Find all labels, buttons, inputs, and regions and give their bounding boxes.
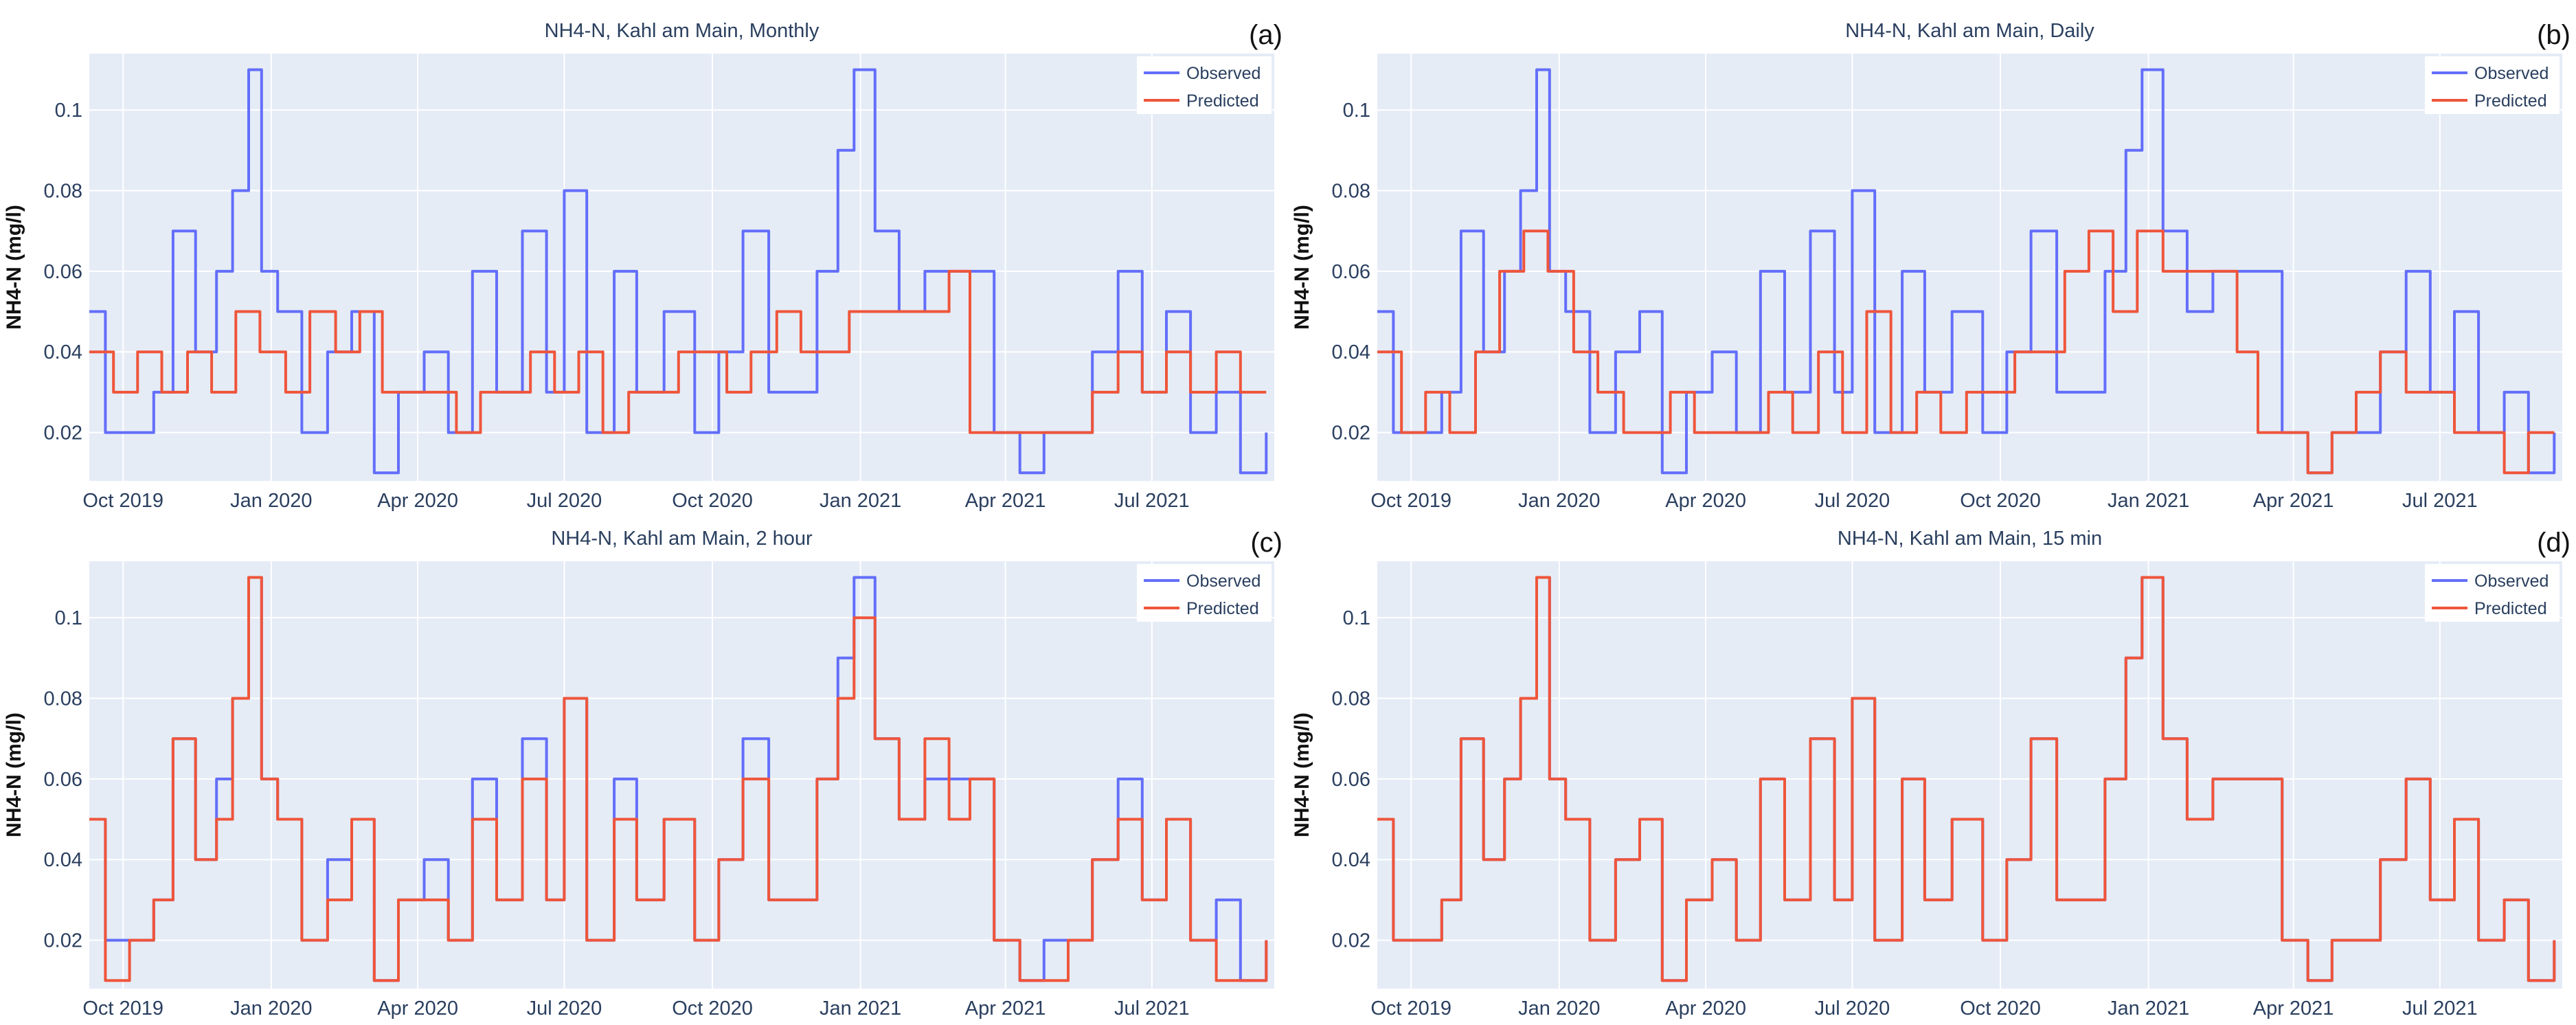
chart-panel: Oct 2019 Jan 2020 Apr 2020 Jul 2020 Oct 2020… (3, 528, 1283, 1020)
x-tick-label: Jan 2021 (820, 490, 901, 512)
x-tick-label: Oct 2020 (672, 998, 753, 1020)
x-tick-label: Oct 2019 (1370, 998, 1451, 1020)
y-tick-label: 0.1 (1343, 100, 1370, 122)
y-tick-label: 0.08 (1332, 688, 1370, 710)
x-tick-label: Jan 2021 (2108, 998, 2189, 1020)
chart-panel: Oct 2019 Jan 2020 Apr 2020 Jul 2020 Oct 2020… (3, 20, 1283, 512)
x-tick-label: Jul 2020 (527, 998, 602, 1020)
chart-panel: Oct 2019 Jan 2020 Apr 2020 Jul 2020 Oct 2020… (1291, 20, 2571, 512)
x-tick-label: Jan 2021 (820, 998, 901, 1020)
x-tick-label: Jul 2020 (527, 490, 602, 512)
x-tick-label: Oct 2019 (82, 490, 163, 512)
series-line-predicted (1377, 229, 2555, 475)
x-tick-label: Apr 2020 (1665, 490, 1746, 512)
panel-title: NH4-N, Kahl am Main, Monthly (545, 20, 820, 42)
y-axis-label: NH4-N (mg/l) (3, 205, 25, 330)
legend-box (1137, 564, 1272, 622)
y-tick-label: 0.04 (44, 849, 82, 871)
legend-label: Observed (2474, 572, 2549, 591)
y-tick-label: 0.08 (44, 181, 82, 203)
panel-label: (a) (1249, 20, 1283, 50)
x-tick-label: Jul 2021 (2402, 490, 2478, 512)
series-line-predicted (89, 269, 1267, 434)
legend-label: Observed (1186, 572, 1261, 591)
y-tick-label: 0.02 (44, 423, 82, 444)
plot-background (89, 561, 1274, 989)
legend-label: Predicted (2474, 91, 2547, 111)
x-tick-label: Jul 2021 (2402, 998, 2478, 1020)
legend-box (2425, 564, 2560, 622)
x-tick-label: Apr 2021 (2253, 998, 2334, 1020)
y-tick-label: 0.1 (55, 100, 82, 122)
x-tick-label: Apr 2020 (377, 998, 458, 1020)
x-tick-label: Jul 2021 (1114, 490, 1190, 512)
panel-label: (b) (2537, 20, 2571, 50)
plot-background (1377, 561, 2562, 989)
x-tick-label: Jan 2020 (230, 490, 312, 512)
y-tick-label: 0.02 (44, 930, 82, 952)
y-tick-label: 0.06 (44, 261, 82, 283)
y-tick-label: 0.1 (55, 607, 82, 629)
y-tick-label: 0.04 (44, 341, 82, 363)
panel-title: NH4-N, Kahl am Main, 15 min (1838, 528, 2102, 550)
legend-label: Predicted (1186, 599, 1259, 618)
panel-label: (d) (2537, 528, 2571, 558)
x-tick-label: Oct 2020 (1960, 998, 2041, 1020)
series-line-predicted (1377, 576, 2556, 982)
y-tick-label: 0.06 (1332, 769, 1370, 791)
x-tick-label: Jul 2020 (1815, 998, 1890, 1020)
plot-background (89, 54, 1274, 481)
legend-box (1137, 56, 1272, 114)
x-tick-label: Oct 2019 (82, 998, 163, 1020)
x-tick-label: Jan 2020 (230, 998, 312, 1020)
y-axis-label: NH4-N (mg/l) (3, 712, 25, 837)
x-tick-label: Apr 2020 (377, 490, 458, 512)
y-tick-label: 0.06 (1332, 261, 1370, 283)
panel-title: NH4-N, Kahl am Main, 2 hour (551, 528, 813, 550)
chart-panel: Oct 2019 Jan 2020 Apr 2020 Jul 2020 Oct 2020… (1291, 528, 2571, 1020)
x-tick-label: Jul 2021 (1114, 998, 1190, 1020)
series-line-predicted (89, 576, 1268, 982)
x-tick-label: Oct 2019 (1370, 490, 1451, 512)
x-tick-label: Jan 2020 (1518, 490, 1600, 512)
y-tick-label: 0.06 (44, 769, 82, 791)
plot-background (1377, 54, 2562, 481)
legend-box (2425, 56, 2560, 114)
panel-title: NH4-N, Kahl am Main, Daily (1845, 20, 2094, 42)
x-tick-label: Jan 2021 (2108, 490, 2189, 512)
y-axis-label: NH4-N (mg/l) (1291, 712, 1313, 837)
x-tick-label: Oct 2020 (1960, 490, 2041, 512)
x-tick-label: Apr 2021 (2253, 490, 2334, 512)
x-tick-label: Oct 2020 (672, 490, 753, 512)
legend-label: Observed (2474, 64, 2549, 83)
y-axis-label: NH4-N (mg/l) (1291, 205, 1313, 330)
legend-label: Predicted (2474, 599, 2547, 618)
x-tick-label: Apr 2021 (965, 998, 1046, 1020)
legend-label: Predicted (1186, 91, 1259, 111)
y-tick-label: 0.08 (1332, 181, 1370, 203)
y-tick-label: 0.04 (1332, 849, 1370, 871)
y-tick-label: 0.02 (1332, 423, 1370, 444)
x-tick-label: Jan 2020 (1518, 998, 1600, 1020)
y-tick-label: 0.02 (1332, 930, 1370, 952)
y-tick-label: 0.04 (1332, 341, 1370, 363)
x-tick-label: Apr 2021 (965, 490, 1046, 512)
y-tick-label: 0.1 (1343, 607, 1370, 629)
panel-label: (c) (1250, 528, 1283, 558)
x-tick-label: Jul 2020 (1815, 490, 1890, 512)
legend-label: Observed (1186, 64, 1261, 83)
y-tick-label: 0.08 (44, 688, 82, 710)
x-tick-label: Apr 2020 (1665, 998, 1746, 1020)
